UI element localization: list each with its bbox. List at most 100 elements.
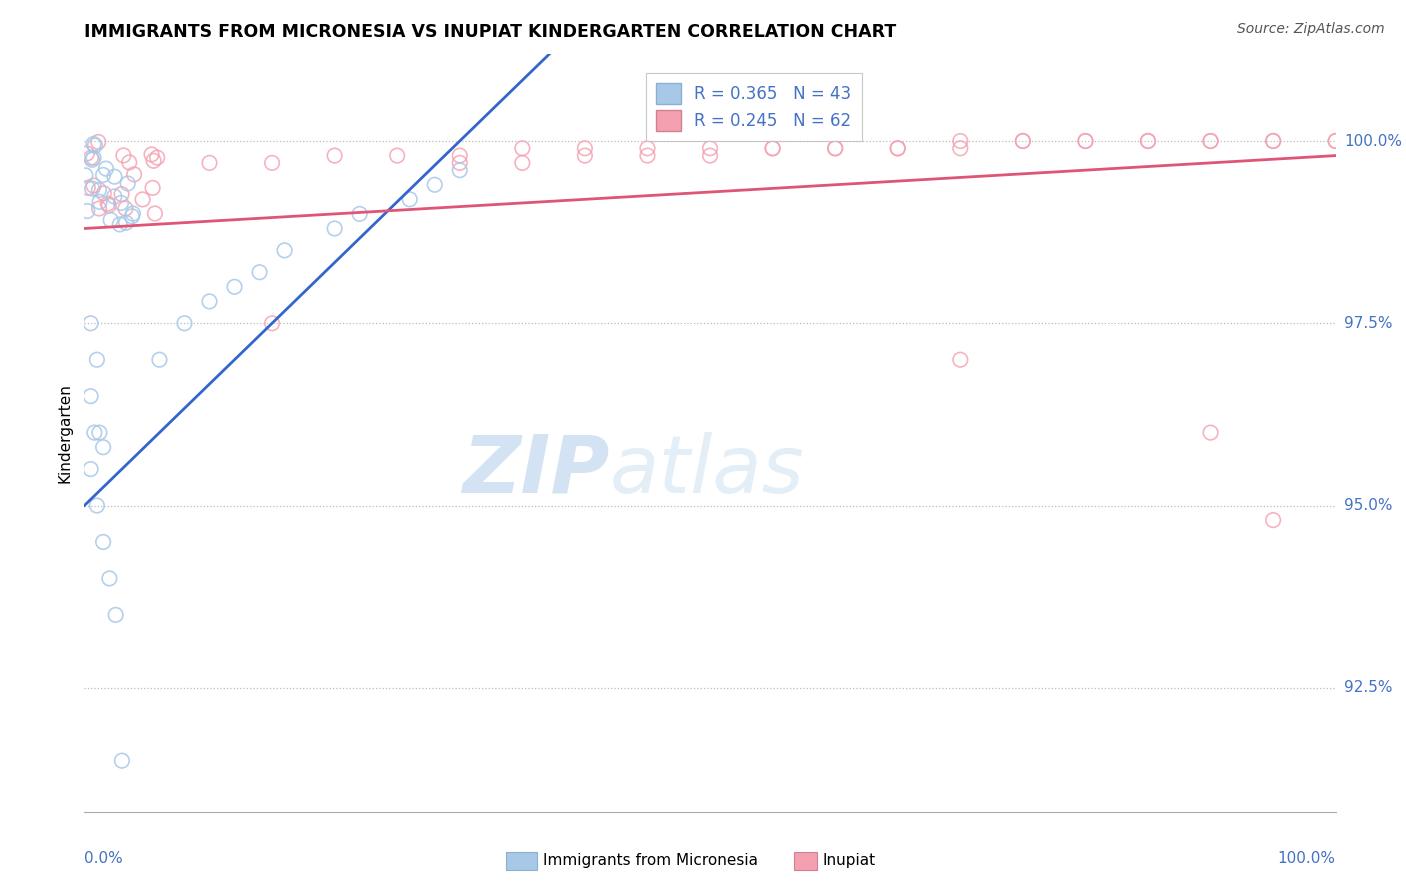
Point: [949, 134, 972, 148]
Point: [262, 316, 284, 330]
Point: [762, 141, 785, 155]
Point: [98, 571, 121, 585]
Text: Source: ZipAtlas.com: Source: ZipAtlas.com: [1237, 22, 1385, 37]
Point: [82, 136, 104, 151]
Point: [637, 141, 659, 155]
Point: [94, 161, 117, 176]
Text: atlas: atlas: [610, 432, 804, 509]
Point: [100, 213, 122, 227]
Point: [762, 141, 785, 155]
Point: [574, 148, 596, 162]
Point: [449, 163, 471, 178]
Point: [87, 183, 110, 197]
Point: [449, 148, 471, 162]
Point: [76, 204, 98, 219]
Point: [89, 194, 111, 209]
Point: [104, 607, 127, 622]
Point: [91, 535, 114, 549]
Text: 97.5%: 97.5%: [1344, 316, 1392, 331]
Point: [887, 141, 910, 155]
Point: [79, 316, 101, 330]
Point: [82, 181, 104, 195]
Point: [112, 148, 135, 162]
Point: [198, 294, 221, 309]
Point: [97, 198, 120, 212]
Point: [103, 169, 125, 184]
Point: [148, 352, 170, 367]
Point: [824, 141, 846, 155]
Point: [121, 209, 143, 223]
Point: [108, 218, 131, 232]
Point: [512, 156, 534, 170]
Point: [143, 206, 166, 220]
Point: [83, 425, 105, 440]
Point: [637, 148, 659, 162]
Point: [1263, 134, 1285, 148]
Text: Immigrants from Micronesia: Immigrants from Micronesia: [543, 854, 758, 868]
Point: [76, 146, 98, 161]
Point: [115, 216, 138, 230]
Point: [224, 280, 246, 294]
Point: [146, 151, 169, 165]
Point: [699, 141, 721, 155]
Point: [89, 425, 111, 440]
Text: 100.0%: 100.0%: [1278, 851, 1336, 865]
Text: IMMIGRANTS FROM MICRONESIA VS INUPIAT KINDERGARTEN CORRELATION CHART: IMMIGRANTS FROM MICRONESIA VS INUPIAT KI…: [84, 23, 897, 41]
Point: [122, 206, 145, 220]
Point: [118, 155, 141, 169]
Point: [110, 196, 132, 211]
Text: 95.0%: 95.0%: [1344, 498, 1392, 513]
Point: [142, 181, 165, 195]
Text: Inupiat: Inupiat: [823, 854, 876, 868]
Y-axis label: Kindergarten: Kindergarten: [58, 383, 73, 483]
Point: [323, 148, 346, 162]
Text: 92.5%: 92.5%: [1344, 681, 1392, 695]
Point: [1324, 134, 1347, 148]
Point: [1199, 425, 1222, 440]
Point: [262, 156, 284, 170]
Point: [83, 178, 105, 193]
Point: [1074, 134, 1097, 148]
Point: [79, 389, 101, 403]
Point: [824, 141, 846, 155]
Point: [1263, 134, 1285, 148]
Point: [949, 141, 972, 155]
Text: ZIP: ZIP: [463, 432, 610, 509]
Point: [86, 499, 108, 513]
Point: [76, 181, 98, 195]
Text: 100.0%: 100.0%: [1344, 134, 1402, 148]
Point: [131, 193, 153, 207]
Point: [75, 169, 97, 183]
Point: [91, 440, 114, 454]
Point: [83, 151, 105, 165]
Legend: R = 0.365   N = 43, R = 0.245   N = 62: R = 0.365 N = 43, R = 0.245 N = 62: [647, 73, 862, 141]
Point: [114, 202, 136, 216]
Point: [512, 141, 534, 155]
Point: [449, 156, 471, 170]
Point: [111, 754, 134, 768]
Point: [273, 244, 295, 258]
Point: [91, 168, 114, 182]
Point: [949, 352, 972, 367]
Point: [86, 352, 108, 367]
Point: [1263, 513, 1285, 527]
Point: [385, 148, 409, 162]
Point: [110, 187, 132, 202]
Point: [1136, 134, 1159, 148]
Point: [122, 167, 145, 181]
Point: [1136, 134, 1159, 148]
Point: [84, 138, 107, 153]
Point: [93, 186, 115, 201]
Point: [1012, 134, 1035, 148]
Point: [141, 147, 163, 161]
Point: [1012, 134, 1035, 148]
Point: [173, 316, 195, 330]
Point: [423, 178, 446, 192]
Point: [103, 189, 125, 203]
Text: 0.0%: 0.0%: [84, 851, 124, 865]
Point: [574, 141, 596, 155]
Point: [87, 202, 110, 216]
Point: [249, 265, 271, 279]
Point: [349, 207, 371, 221]
Point: [1199, 134, 1222, 148]
